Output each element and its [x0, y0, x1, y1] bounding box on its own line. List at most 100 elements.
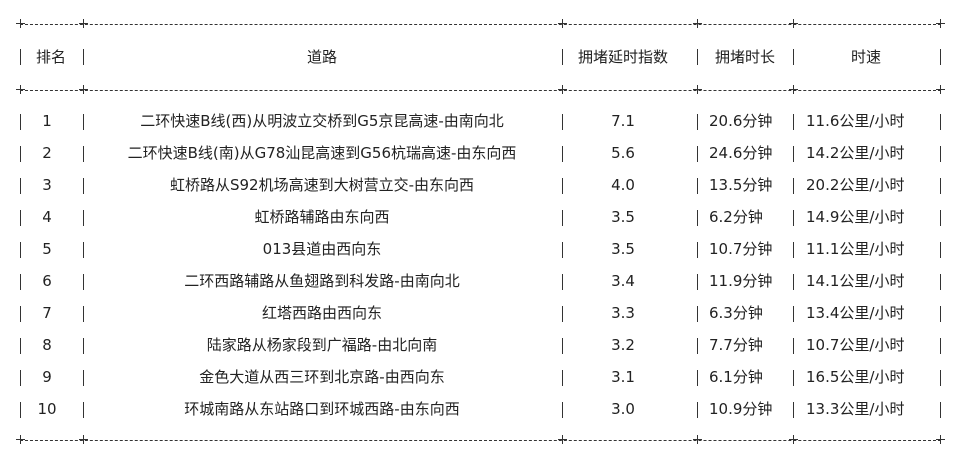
- table-border-corner: [558, 85, 567, 94]
- row-rank: 5: [42, 240, 52, 258]
- table-border-line: [20, 90, 941, 91]
- column-separator: [562, 146, 563, 162]
- column-separator: [562, 178, 563, 194]
- row-duration: 6.2分钟: [709, 208, 763, 226]
- column-separator: [940, 210, 941, 226]
- row-duration: 24.6分钟: [709, 144, 773, 162]
- row-speed: 13.4公里/小时: [806, 304, 905, 322]
- table-border-corner: [936, 85, 945, 94]
- table-border-line: [20, 440, 941, 441]
- column-separator: [793, 338, 794, 354]
- column-separator: [562, 402, 563, 418]
- column-separator: [940, 274, 941, 290]
- row-road: 虹桥路辅路由东向西: [254, 208, 390, 226]
- column-separator: [697, 274, 698, 290]
- column-separator: [83, 114, 84, 130]
- column-separator: [697, 146, 698, 162]
- column-separator: [562, 274, 563, 290]
- column-separator: [697, 210, 698, 226]
- column-separator: [940, 370, 941, 386]
- header-speed: 时速: [850, 48, 882, 66]
- table-border-corner: [936, 19, 945, 28]
- column-separator: [793, 114, 794, 130]
- row-speed: 16.5公里/小时: [806, 368, 905, 386]
- row-road: 二环快速B线(西)从明波立交桥到G5京昆高速-由南向北: [140, 112, 504, 130]
- column-separator: [20, 114, 21, 130]
- row-rank: 10: [37, 400, 57, 418]
- table-border-corner: [16, 435, 25, 444]
- column-separator: [793, 146, 794, 162]
- row-index: 3.1: [611, 368, 635, 386]
- column-separator: [20, 370, 21, 386]
- column-separator: [793, 178, 794, 194]
- column-separator: [20, 178, 21, 194]
- row-index: 3.5: [611, 240, 635, 258]
- table-border-line: [20, 24, 941, 25]
- column-separator: [562, 370, 563, 386]
- row-duration: 6.1分钟: [709, 368, 763, 386]
- column-separator: [83, 49, 84, 65]
- column-separator: [562, 242, 563, 258]
- row-speed: 14.9公里/小时: [806, 208, 905, 226]
- column-separator: [83, 178, 84, 194]
- row-rank: 6: [42, 272, 52, 290]
- table-border-corner: [558, 19, 567, 28]
- row-index: 4.0: [611, 176, 635, 194]
- column-separator: [20, 146, 21, 162]
- table-border-corner: [789, 19, 798, 28]
- column-separator: [697, 338, 698, 354]
- column-separator: [793, 370, 794, 386]
- column-separator: [697, 114, 698, 130]
- column-separator: [562, 210, 563, 226]
- row-duration: 20.6分钟: [709, 112, 773, 130]
- table-border-corner: [79, 85, 88, 94]
- header-congestion-index: 拥堵延时指数: [577, 48, 669, 66]
- row-road: 虹桥路从S92机场高速到大树营立交-由东向西: [169, 176, 475, 194]
- column-separator: [793, 306, 794, 322]
- row-speed: 14.2公里/小时: [806, 144, 905, 162]
- column-separator: [83, 274, 84, 290]
- column-separator: [793, 49, 794, 65]
- row-rank: 8: [42, 336, 52, 354]
- table-border-corner: [789, 85, 798, 94]
- column-separator: [793, 242, 794, 258]
- row-road: 环城南路从东站路口到环城西路-由东向西: [184, 400, 460, 418]
- column-separator: [697, 49, 698, 65]
- row-index: 3.5: [611, 208, 635, 226]
- table-border-corner: [79, 435, 88, 444]
- row-rank: 4: [42, 208, 52, 226]
- column-separator: [20, 402, 21, 418]
- table-border-corner: [16, 19, 25, 28]
- table-border-corner: [558, 435, 567, 444]
- column-separator: [940, 114, 941, 130]
- column-separator: [697, 178, 698, 194]
- column-separator: [20, 306, 21, 322]
- table-border-corner: [936, 435, 945, 444]
- header-road: 道路: [306, 48, 338, 66]
- column-separator: [940, 178, 941, 194]
- column-separator: [697, 242, 698, 258]
- row-duration: 10.9分钟: [709, 400, 773, 418]
- header-congestion-duration: 拥堵时长: [714, 48, 776, 66]
- column-separator: [20, 242, 21, 258]
- row-duration: 6.3分钟: [709, 304, 763, 322]
- column-separator: [83, 338, 84, 354]
- row-index: 3.0: [611, 400, 635, 418]
- row-index: 5.6: [611, 144, 635, 162]
- row-road: 二环西路辅路从鱼翅路到科发路-由南向北: [184, 272, 460, 290]
- row-road: 陆家路从杨家段到广福路-由北向南: [206, 336, 438, 354]
- column-separator: [562, 338, 563, 354]
- column-separator: [940, 402, 941, 418]
- column-separator: [83, 210, 84, 226]
- row-speed: 14.1公里/小时: [806, 272, 905, 290]
- column-separator: [697, 370, 698, 386]
- row-rank: 7: [42, 304, 52, 322]
- row-rank: 3: [42, 176, 52, 194]
- row-speed: 11.6公里/小时: [806, 112, 905, 130]
- column-separator: [793, 274, 794, 290]
- row-speed: 20.2公里/小时: [806, 176, 905, 194]
- table-border-corner: [789, 435, 798, 444]
- column-separator: [83, 146, 84, 162]
- table-border-corner: [693, 85, 702, 94]
